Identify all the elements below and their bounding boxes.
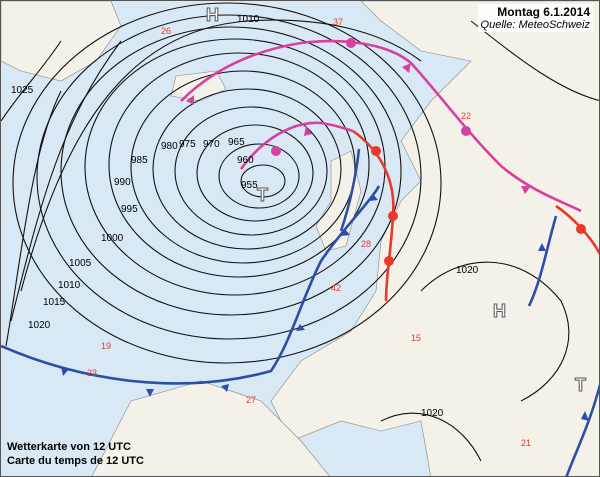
africa-iberia	[91, 380, 330, 476]
cold-front-triangles	[61, 194, 589, 421]
station-temp: 22	[461, 111, 471, 121]
isobar-995	[60, 26, 402, 316]
isobar-label: 995	[121, 204, 138, 215]
isobar-1015	[10, 40, 122, 322]
station-temperatures: 37 22 28 42 26 19 23 27 15 21	[87, 17, 531, 448]
isobar-1000	[36, 14, 422, 340]
station-temp: 28	[361, 239, 371, 249]
map-source: Quelle: MeteoSchweiz	[480, 19, 590, 31]
map-date: Montag 6.1.2014	[497, 5, 590, 19]
occluded-front-low	[239, 121, 354, 170]
isobar-label: 1015	[43, 297, 66, 308]
isobar-1020	[5, 90, 62, 347]
isobar-label: 965	[228, 137, 245, 148]
low-pressure-marker: T	[257, 185, 268, 205]
isobar-label: 1020	[456, 265, 479, 276]
isobar-label: 1005	[69, 258, 92, 269]
map-header: Montag 6.1.2014 Quelle: MeteoSchweiz	[477, 4, 593, 32]
high-pressure-marker: H	[493, 301, 506, 321]
station-temp: 26	[161, 26, 171, 36]
caption-german: Wetterkarte von 12 UTC	[7, 441, 131, 453]
isobar-960	[218, 143, 300, 209]
low-pressure-marker: T	[575, 375, 586, 395]
isobar-955	[240, 164, 286, 198]
isobar-label: 1010	[237, 14, 260, 25]
warm-front-semicircles	[371, 146, 586, 266]
isobar-980	[130, 70, 356, 264]
station-temp: 15	[411, 333, 421, 343]
isobar-975	[152, 88, 342, 250]
isobar-1025	[1, 40, 62, 122]
isobar-1010	[20, 19, 422, 292]
station-temp: 37	[333, 17, 343, 27]
occlusion-symbols	[186, 38, 531, 194]
isobar-label: 985	[131, 155, 148, 166]
map-caption: Wetterkarte von 12 UTC Carte du temps de…	[7, 440, 144, 468]
isobar-1005	[12, 2, 442, 364]
isobar-labels: 1025 985 980 975 970 965 960 955 990 995…	[11, 14, 479, 419]
isobar-965	[196, 124, 314, 222]
high-pressure-marker: H	[206, 5, 219, 25]
british-isles	[315, 150, 362, 252]
isobar-1020-south	[380, 412, 482, 462]
isobar-label: 1025	[11, 85, 34, 96]
cold-front-main	[1, 185, 381, 385]
isobar-label: 980	[161, 141, 178, 152]
station-temp: 19	[101, 341, 111, 351]
pressure-systems: H T H T	[206, 5, 587, 396]
isobar-970	[174, 106, 328, 236]
isobar-label: 1000	[101, 233, 124, 244]
isobar-label: 1020	[421, 408, 444, 419]
isobar-label: 975	[179, 139, 196, 150]
isobar-label: 960	[237, 155, 254, 166]
cold-front-east	[527, 215, 558, 307]
isobar-label: 1010	[58, 280, 81, 291]
station-temp: 27	[246, 395, 256, 405]
station-temp: 21	[521, 438, 531, 448]
isobar-north-east	[470, 20, 599, 102]
cold-front-secondary	[339, 148, 361, 232]
isobar-label: 990	[114, 177, 131, 188]
occluded-front-long	[180, 39, 582, 213]
caption-french: Carte du temps de 12 UTC	[7, 455, 144, 467]
station-temp: 42	[331, 283, 341, 293]
cold-front-southeast	[565, 383, 599, 476]
europe	[270, 1, 599, 476]
isobar-985	[108, 52, 370, 278]
isobar-label: 1020	[28, 320, 51, 331]
station-temp: 23	[87, 368, 97, 378]
isobar-label: 955	[241, 180, 258, 191]
isobar-label: 970	[203, 139, 220, 150]
isobar-1020-east	[420, 261, 570, 402]
